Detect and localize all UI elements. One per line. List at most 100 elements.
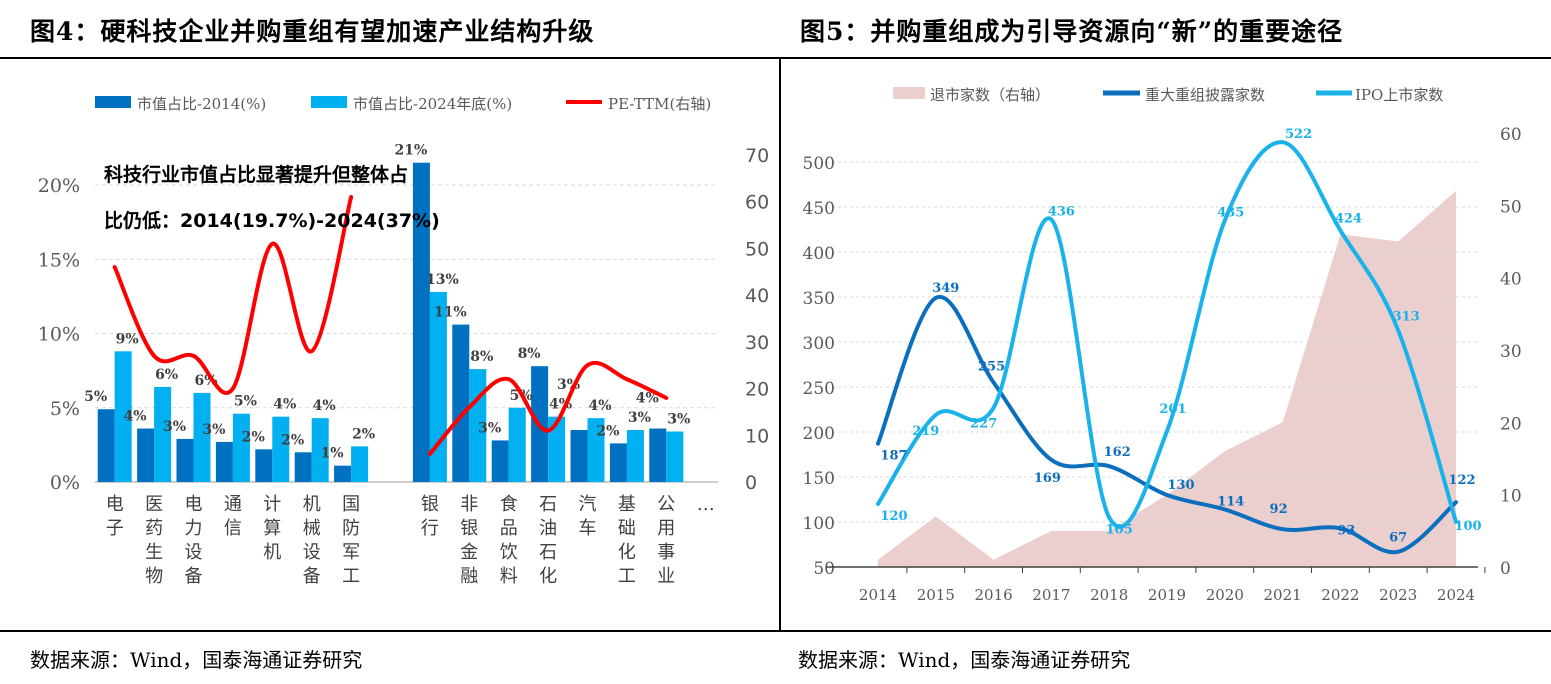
x-axis-tick: 2021: [1264, 586, 1302, 604]
category-label: 工: [342, 566, 360, 587]
bar-data-label: 9%: [116, 331, 139, 347]
line-data-label: 100: [1454, 519, 1481, 534]
line-data-label: 255: [978, 360, 1005, 375]
bar-2014: [649, 428, 667, 482]
bar-2014: [412, 162, 430, 482]
bar-2014: [294, 452, 312, 482]
category-label: 子: [106, 518, 124, 539]
category-label: 础: [618, 518, 636, 539]
left-axis-tick: 450: [803, 199, 835, 219]
top-rule: [0, 57, 1551, 59]
category-label: 物: [145, 566, 163, 587]
line-data-label: 187: [880, 449, 907, 464]
category-label: 料: [500, 566, 518, 587]
bar-data-label: 5%: [84, 389, 107, 405]
x-axis-tick: 2017: [1032, 586, 1070, 604]
x-axis-tick: 2019: [1148, 586, 1186, 604]
x-axis-tick: 2018: [1090, 586, 1128, 604]
bar-2024: [232, 413, 250, 482]
figure4-source: 数据来源：Wind，国泰海通证券研究: [30, 648, 363, 672]
line-data-label: 67: [1389, 531, 1407, 546]
category-label: 金: [460, 542, 478, 563]
category-label: 石: [539, 542, 557, 563]
category-label: 融: [460, 566, 478, 587]
x-axis-tick: 2015: [917, 586, 955, 604]
left-axis-tick: 250: [803, 379, 835, 399]
left-axis-tick: 200: [803, 424, 835, 444]
line-data-label: 424: [1335, 211, 1362, 226]
bar-2024: [351, 446, 369, 482]
right-axis-tick: 70: [745, 145, 769, 167]
chart-annotation-line2: 比仍低：2014(19.7%)-2024(37%): [104, 210, 440, 232]
left-axis-tick: 20%: [38, 175, 80, 197]
pe-ttm-line: [112, 195, 354, 395]
right-axis-tick: 40: [745, 285, 769, 307]
legend-label-2024: 市值占比-2024年底(%): [353, 95, 512, 113]
bar-data-label: 3%: [628, 410, 651, 426]
bar-data-label: 2%: [352, 426, 375, 442]
category-label: 械: [303, 518, 321, 539]
line-data-label: 201: [1159, 402, 1186, 417]
category-label: 化: [539, 566, 557, 587]
category-label: 汽: [579, 494, 597, 515]
left-axis-tick: 5%: [50, 398, 80, 420]
x-axis-tick: 2023: [1379, 586, 1417, 604]
right-axis-tick: 10: [1500, 487, 1522, 507]
x-axis-tick: 2016: [975, 586, 1013, 604]
bar-data-label: 4%: [313, 398, 336, 414]
bar-data-label: 4%: [636, 391, 659, 407]
x-axis-tick: 2024: [1437, 586, 1475, 604]
category-label: 机: [303, 494, 321, 515]
bar-data-label: 5%: [234, 394, 257, 410]
left-axis-tick: 50: [813, 559, 835, 579]
bar-2024: [587, 418, 605, 482]
bar-data-label: 4%: [588, 398, 611, 414]
line-data-label: 227: [970, 417, 997, 432]
figure5-source: 数据来源：Wind，国泰海通证券研究: [798, 648, 1131, 672]
category-label: 设: [185, 542, 203, 563]
panel-divider: [779, 57, 781, 632]
bar-2024: [548, 416, 566, 482]
pe-ttm-line: [427, 361, 669, 456]
legend-label-restructuring: 重大重组披露家数: [1145, 86, 1265, 104]
right-axis-tick: 50: [745, 238, 769, 260]
bar-data-label: 6%: [155, 367, 178, 383]
bar-2024: [154, 386, 172, 482]
line-data-label: 162: [1104, 445, 1131, 460]
category-label: 算: [263, 518, 281, 539]
bar-data-label: 2%: [596, 423, 619, 439]
line-data-label: 169: [1034, 471, 1061, 486]
bar-2024: [114, 351, 132, 482]
category-label: 备: [185, 566, 203, 587]
line-data-label: 114: [1217, 494, 1244, 509]
bar-data-label: 3%: [202, 422, 225, 438]
category-label: 饮: [500, 542, 518, 563]
bar-data-label: 21%: [395, 143, 428, 159]
bar-2024: [469, 369, 487, 482]
left-axis-tick: 350: [803, 289, 835, 309]
right-axis-tick: 60: [745, 192, 769, 214]
category-label: 设: [303, 542, 321, 563]
legend-label-2014: 市值占比-2014(%): [137, 95, 266, 113]
bar-data-label: 4%: [124, 409, 147, 425]
category-label: 工: [618, 566, 636, 587]
line-data-label: 436: [1048, 205, 1075, 220]
figure5-title: 图5：并购重组成为引导资源向“新”的重要途径: [800, 17, 1344, 46]
chart-annotation-line1: 科技行业市值占比显著提升但整体占: [104, 164, 409, 186]
bar-2024: [311, 418, 329, 482]
right-axis-tick: 0: [1500, 559, 1511, 579]
category-label: 电: [185, 494, 203, 515]
legend-label-pe: PE-TTM(右轴): [608, 95, 711, 113]
bar-data-label: 8%: [470, 349, 493, 365]
category-label: 医: [145, 494, 163, 515]
category-label: 军: [342, 542, 360, 563]
legend-swatch-delisting: [893, 87, 925, 99]
line-data-label: 522: [1285, 127, 1312, 142]
bar-2014: [215, 441, 233, 482]
category-label: 通: [224, 494, 242, 515]
category-label: 化: [618, 542, 636, 563]
category-label: 备: [303, 566, 321, 587]
left-axis-tick: 400: [803, 244, 835, 264]
bar-data-label: 3%: [163, 419, 186, 435]
